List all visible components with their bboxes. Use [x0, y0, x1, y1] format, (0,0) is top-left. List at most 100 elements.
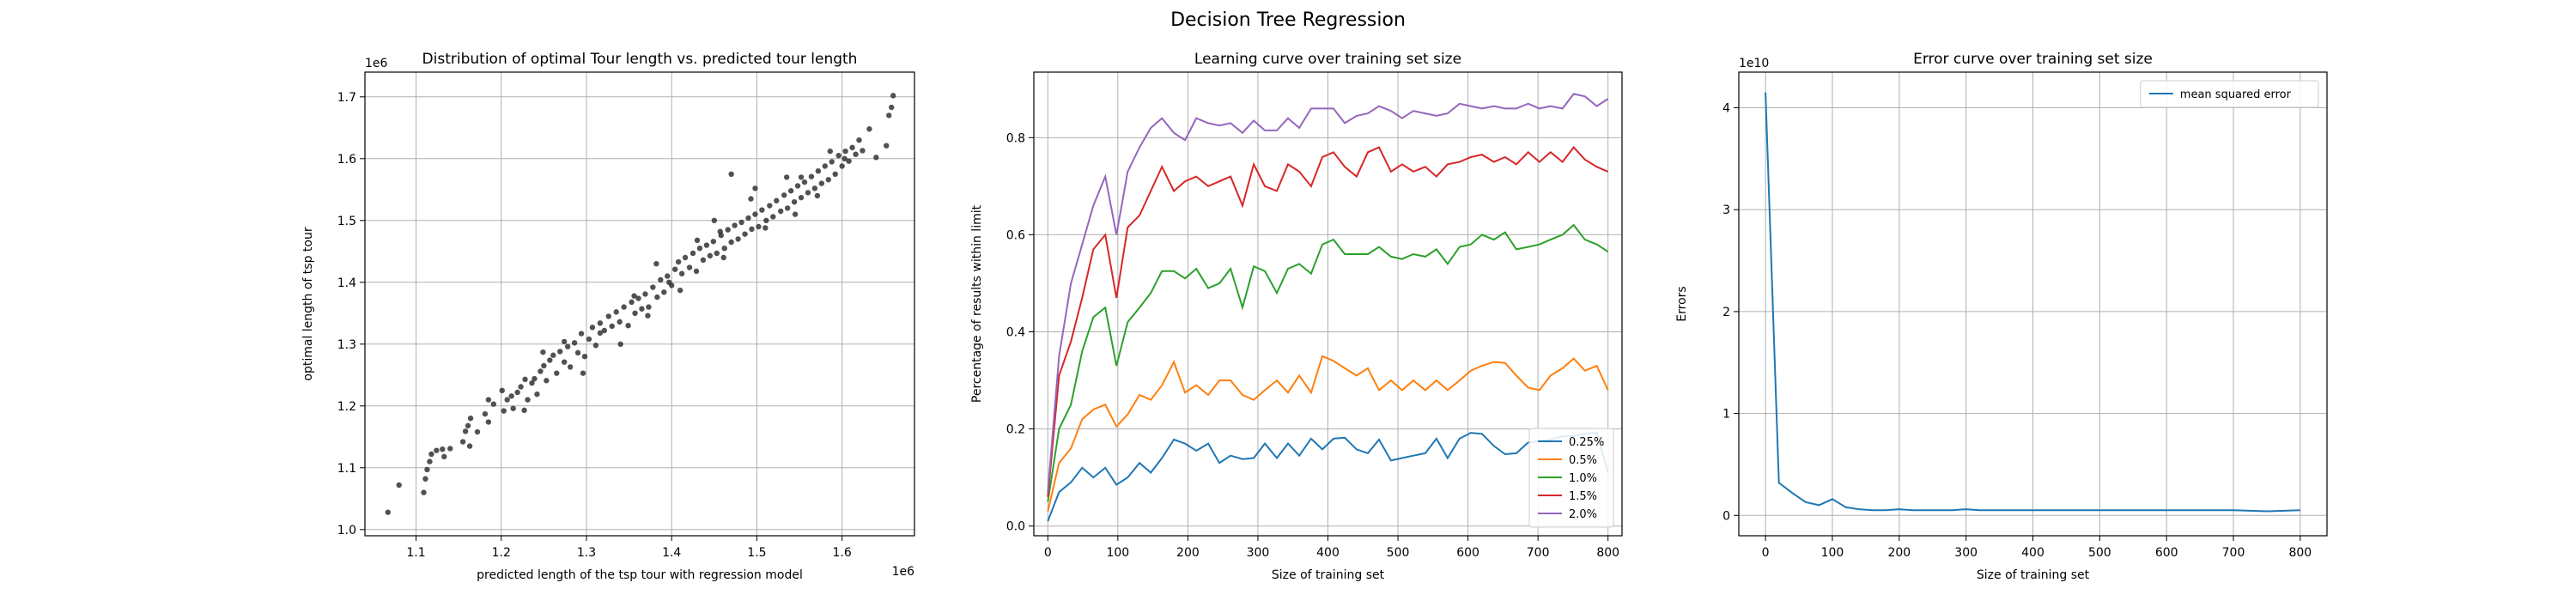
x-tick-label: 800 [1596, 546, 1619, 560]
y-tick-label: 1.4 [337, 276, 356, 290]
scatter-point [822, 163, 829, 169]
x-tick-label: 1.6 [833, 546, 852, 560]
x-tick-label: 600 [1456, 546, 1479, 560]
legend-label: 0.25% [1569, 436, 1604, 449]
scatter-point [540, 349, 546, 355]
scatter-point [482, 410, 489, 417]
chart-title: Learning curve over training set size [1194, 51, 1461, 68]
figure-suptitle: Decision Tree Regression [1170, 9, 1406, 31]
scatter-point [666, 279, 672, 285]
scatter-point [839, 163, 845, 169]
scatter-point [625, 323, 631, 329]
series-line [1765, 92, 2300, 513]
scatter-point [597, 320, 604, 326]
scatter-point [541, 362, 547, 369]
y-tick-label: 3 [1722, 203, 1730, 217]
plot-frame [1738, 71, 2328, 537]
y-tick-label: 0.8 [1006, 131, 1025, 145]
legend-box [1528, 428, 1614, 528]
scatter-point [508, 393, 514, 399]
scatter-point [396, 482, 402, 489]
series-line [1047, 355, 1609, 512]
scatter-point [742, 231, 748, 237]
scatter-point [427, 458, 433, 464]
scatter-point [827, 148, 833, 155]
x-tick-label: 300 [1954, 546, 1978, 560]
scatter-point [632, 310, 638, 316]
scatter-point [686, 264, 693, 270]
scatter-point [841, 155, 848, 161]
scatter-point [774, 197, 780, 203]
scatter-point [521, 407, 527, 414]
scatter-point [720, 254, 726, 261]
scatter-point [580, 370, 586, 376]
scatter-point [873, 155, 879, 161]
scatter-point [818, 180, 825, 186]
scatter-point [581, 354, 588, 360]
scatter-point [721, 246, 727, 252]
plot-frame [364, 71, 915, 537]
scatter-point [499, 387, 505, 393]
scatter-point [808, 173, 815, 179]
scatter-point [886, 112, 892, 118]
scatter-point [791, 199, 798, 205]
scatter-point [474, 428, 481, 435]
y-tick-label: 4 [1722, 102, 1730, 116]
scatter-point [860, 148, 866, 154]
scatter-point [749, 226, 755, 233]
scatter-point [490, 401, 497, 407]
x-axis-label: Size of training set [1272, 568, 1385, 582]
chart-title: Distribution of optimal Tour length vs. … [422, 51, 858, 68]
scatter-point [639, 306, 645, 312]
scatter-point [385, 509, 391, 515]
scatter-point [728, 239, 734, 246]
scatter-point [554, 370, 560, 376]
scatter-point [762, 225, 769, 231]
scatter-point [703, 242, 710, 248]
scatter-point [815, 168, 822, 174]
scatter-point [485, 397, 492, 403]
scatter-point [846, 158, 852, 164]
scatter-point [631, 293, 637, 299]
y-axis-label: optimal length of tsp tour [301, 227, 315, 380]
y-tick-label: 1.2 [337, 400, 356, 414]
error-curve-chart: 0 100 200 300 400 500 600 700 800 0 1 2 3 4 Error curv… [1675, 51, 2328, 582]
series-line [1047, 432, 1609, 522]
scatter-point [504, 397, 510, 403]
scatter-point [707, 252, 714, 259]
scatter-point [522, 376, 528, 383]
scatter-point [714, 250, 720, 257]
y-tick-label: 1.3 [337, 338, 356, 352]
scatter-point [677, 287, 683, 294]
x-tick-label: 500 [2088, 546, 2111, 560]
scatter-point [693, 268, 700, 275]
scatter-point [884, 143, 890, 149]
x-tick-label: 500 [1387, 546, 1410, 560]
scatter-point [645, 313, 651, 319]
scatter-point [658, 276, 664, 283]
scatter-point [561, 338, 568, 345]
scatter-chart: 1.1 1.2 1.3 1.4 1.5 1.6 1.0 1.1 1.2 1.3 1.4 1.5 1.6 1… [301, 51, 915, 582]
scatter-point [424, 466, 430, 473]
scatter-point [889, 104, 895, 111]
y-tick-label: 0.2 [1006, 423, 1025, 437]
y-tick-label: 0.4 [1006, 326, 1025, 340]
x-tick-label: 100 [1106, 546, 1129, 560]
y-tick-label: 1 [1722, 408, 1730, 422]
scatter-point [462, 428, 469, 434]
x-tick-label: 1.4 [662, 546, 681, 560]
scatter-point [783, 174, 790, 180]
x-tick-label: 0 [1044, 546, 1052, 560]
scatter-point [770, 214, 776, 220]
scatter-point [589, 325, 596, 331]
scatter-point [682, 254, 689, 261]
scatter-point [544, 378, 550, 384]
x-offset-text: 1e6 [892, 565, 915, 579]
legend: 0.25% 0.5% 1.0% 1.5% 2.0% [1528, 428, 1614, 528]
scatter-point [654, 294, 660, 300]
x-axis-label: Size of training set [1977, 568, 2090, 582]
scatter-point [525, 397, 531, 403]
scatter-point [842, 148, 848, 155]
scatter-point [767, 203, 773, 209]
scatter-point [629, 299, 635, 306]
